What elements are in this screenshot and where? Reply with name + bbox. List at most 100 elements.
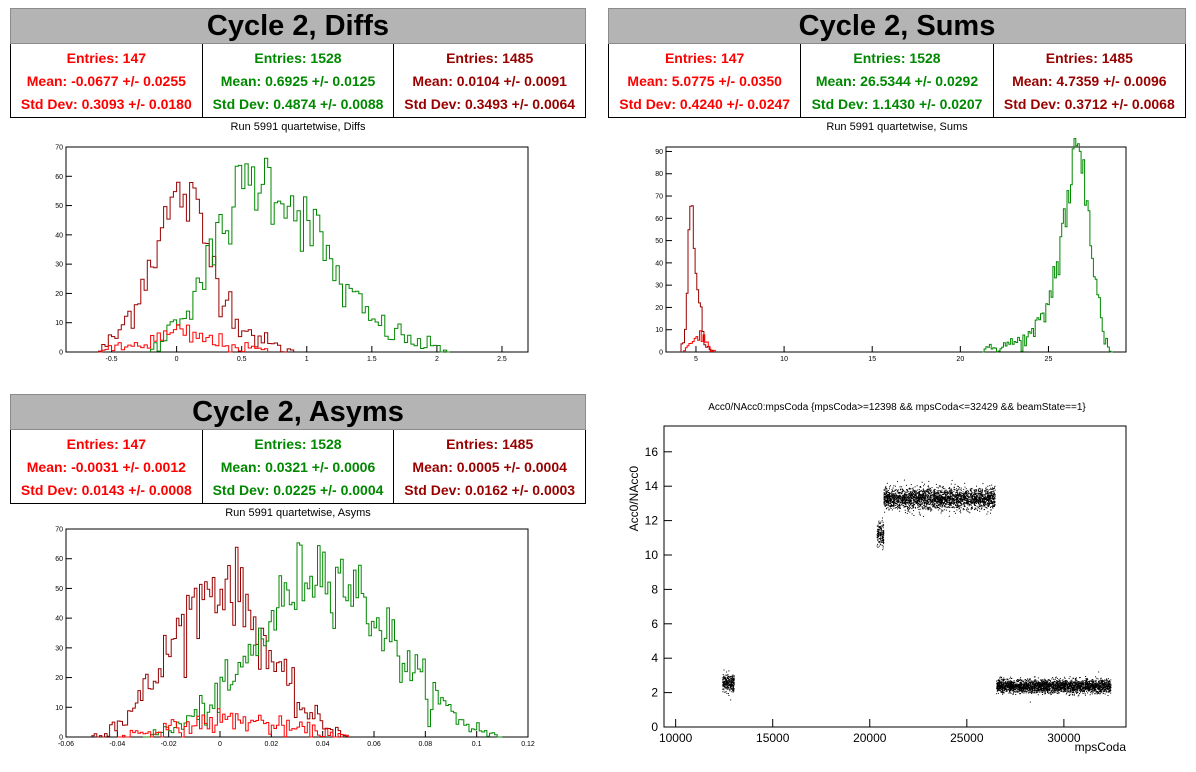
scatter-point [1074,685,1076,687]
scatter-point [934,503,936,505]
scatter-point [881,534,883,536]
scatter-point [906,497,908,499]
scatter-point [1050,685,1052,686]
scatter-point [1029,681,1030,683]
scatter-point [1051,690,1053,692]
scatter-point [1040,685,1041,687]
x-tick-label: 10000 [659,731,693,745]
scatter-point [987,494,989,496]
scatter-point [928,489,930,491]
x-tick-label: 15000 [756,731,790,745]
scatter-point [927,509,929,511]
scatter-point [878,541,880,543]
scatter-point [955,495,957,497]
scatter-point [948,496,949,498]
scatter-point [1006,678,1008,680]
scatter-point [924,493,926,495]
scatter-point [948,491,949,493]
diffs-hist-series-1 [98,181,295,353]
scatter-point [927,498,929,500]
scatter-point [977,496,979,498]
scatter-point [904,495,906,497]
scatter-point [1029,686,1031,688]
scatter-point [891,492,893,494]
scatter-point [724,686,725,687]
scatter-point [1084,689,1086,691]
scatter-point [880,534,882,536]
scatter-point [733,682,735,683]
scatter-point [730,686,732,688]
scatter-point [896,499,898,501]
scatter-point [980,490,982,492]
scatter-point [906,500,908,501]
scatter-point [954,489,956,491]
scatter-point [967,493,969,495]
scatter-point [924,500,926,502]
scatter-point [948,502,950,504]
scatter-point [1103,690,1105,692]
scatter-point [1049,692,1051,694]
scatter-point [914,497,916,499]
scatter-point [1037,680,1039,682]
scatter-point [952,497,954,499]
scatter-point [937,499,939,501]
scatter-point [1100,689,1102,691]
scatter-point [948,503,950,505]
scatter-point [996,686,998,688]
scatter-point [971,495,973,497]
scatter-point [1041,681,1043,683]
y-tick-label: 2 [651,686,658,700]
scatter-point [911,496,912,498]
scatter-point [940,497,941,499]
scatter-point [876,536,878,538]
scatter-point [1009,691,1010,693]
scatter-point [1012,689,1014,691]
scatter-point [1100,687,1102,689]
scatter-point [924,492,926,494]
scatter-point [983,498,985,500]
scatter-point [930,489,932,491]
scatter-point [950,493,951,495]
scatter-point [903,496,905,498]
stat-std: Std Dev: 0.3493 +/- 0.0064 [404,95,576,112]
scatter-point [938,497,940,499]
scatter-point [1107,678,1109,680]
scatter-point [1064,686,1066,688]
scatter-point [899,501,901,503]
scatter-point [923,495,924,497]
scatter-point [878,530,880,532]
scatter-point [1065,693,1067,695]
y-tick-label: 6 [651,617,658,631]
scatter-point [930,501,932,503]
scatter-point [989,498,991,500]
scatter-point [928,492,930,494]
scatter-point [1024,679,1026,681]
scatter-point [929,498,931,500]
diffs-plot-title: Run 5991 quartetwise, Diffs [230,121,366,133]
scatter-point [1099,680,1101,682]
scatter-point [954,499,956,501]
scatter-point [942,496,944,498]
scatter-point [731,682,733,684]
scatter-point [908,497,910,498]
scatter-point [991,496,993,497]
scatter-point [908,497,909,499]
scatter-point [1084,691,1086,693]
scatter-point [953,502,955,504]
scatter-point [966,499,968,501]
scatter-point [977,489,979,491]
scatter-point [1011,677,1013,679]
scatter-point [1077,695,1079,697]
scatter-point [903,506,905,508]
scatter-point [908,501,910,503]
diffs-hist-series-3 [98,324,269,353]
scatter-point [1020,683,1022,685]
scatter-point [1076,693,1078,694]
scatter-point [918,511,920,513]
scatter-point [885,508,887,510]
scatter-point [936,502,938,504]
scatter-point [1003,677,1005,679]
scatter-point [920,503,922,505]
scatter-point [913,490,915,492]
scatter-point [924,483,925,485]
